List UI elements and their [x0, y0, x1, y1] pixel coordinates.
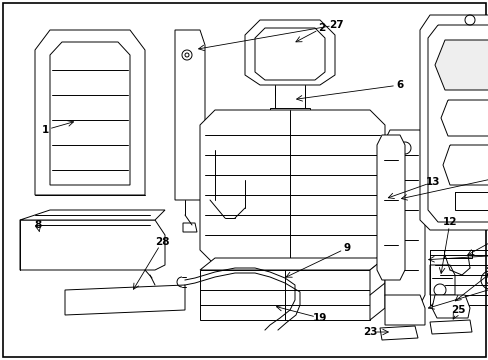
Text: 1: 1: [41, 125, 48, 135]
Polygon shape: [419, 15, 488, 230]
Polygon shape: [244, 20, 334, 85]
Text: 22: 22: [484, 267, 488, 277]
Polygon shape: [431, 295, 469, 318]
Text: 28: 28: [154, 237, 169, 247]
Text: 6: 6: [396, 80, 403, 90]
Text: 9: 9: [343, 243, 350, 253]
Polygon shape: [429, 320, 471, 334]
Polygon shape: [269, 108, 309, 115]
Polygon shape: [35, 30, 145, 195]
Polygon shape: [200, 270, 369, 320]
Text: 25: 25: [450, 305, 464, 315]
Polygon shape: [369, 258, 384, 320]
Polygon shape: [65, 285, 184, 315]
Polygon shape: [376, 135, 404, 280]
Text: 19: 19: [312, 313, 326, 323]
Polygon shape: [200, 110, 384, 265]
Polygon shape: [384, 295, 424, 325]
Polygon shape: [384, 130, 424, 305]
Polygon shape: [175, 30, 204, 200]
Text: 2: 2: [318, 23, 325, 33]
Polygon shape: [20, 220, 164, 270]
Text: 12: 12: [442, 217, 456, 227]
Text: 27: 27: [328, 20, 343, 30]
Text: 8: 8: [34, 220, 41, 230]
Polygon shape: [20, 210, 164, 220]
Polygon shape: [200, 258, 384, 270]
Polygon shape: [379, 326, 417, 340]
Text: 13: 13: [425, 177, 439, 187]
Polygon shape: [434, 40, 488, 90]
Polygon shape: [429, 265, 454, 295]
Text: 23: 23: [362, 327, 376, 337]
